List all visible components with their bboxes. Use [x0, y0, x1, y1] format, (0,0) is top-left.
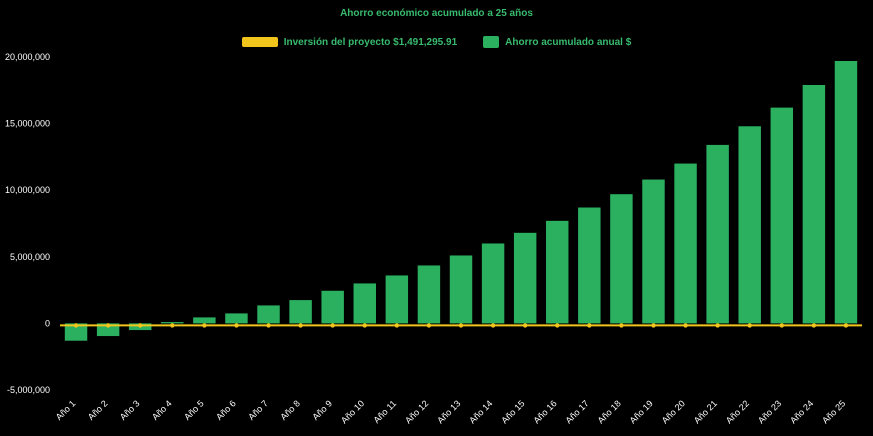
svg-text:Año 24: Año 24 — [788, 398, 815, 425]
svg-text:Año 3: Año 3 — [118, 398, 142, 422]
svg-text:20,000,000: 20,000,000 — [5, 52, 50, 62]
svg-text:Año 1: Año 1 — [54, 398, 78, 422]
chart-title: Ahorro económico acumulado a 25 años — [340, 8, 533, 19]
legend-item-investment[interactable]: Inversión del proyecto $1,491,295.91 — [241, 36, 458, 48]
svg-text:Año 19: Año 19 — [628, 398, 655, 425]
legend-label-savings: Ahorro acumulado anual $ — [505, 36, 632, 48]
svg-text:5,000,000: 5,000,000 — [10, 252, 50, 262]
svg-text:Año 10: Año 10 — [339, 398, 366, 425]
svg-text:Año 15: Año 15 — [499, 398, 526, 425]
svg-text:Año 22: Año 22 — [724, 398, 751, 425]
svg-text:Año 4: Año 4 — [150, 398, 174, 422]
legend-swatch-investment-icon — [241, 37, 278, 47]
svg-text:Año 6: Año 6 — [214, 398, 238, 422]
svg-text:-5,000,000: -5,000,000 — [7, 385, 50, 395]
legend-label-investment: Inversión del proyecto $1,491,295.91 — [283, 36, 458, 48]
legend-item-savings[interactable]: Ahorro acumulado anual $ — [483, 36, 631, 48]
svg-text:Año 7: Año 7 — [246, 398, 270, 422]
svg-text:Año 25: Año 25 — [820, 398, 847, 425]
svg-text:0: 0 — [45, 318, 50, 328]
legend-swatch-savings-icon — [483, 36, 500, 48]
svg-text:15,000,000: 15,000,000 — [5, 119, 50, 129]
svg-text:Año 14: Año 14 — [467, 398, 494, 425]
svg-text:Año 2: Año 2 — [86, 398, 110, 422]
svg-text:Año 20: Año 20 — [660, 398, 687, 425]
svg-text:Año 9: Año 9 — [310, 398, 334, 422]
svg-text:Año 21: Año 21 — [692, 398, 719, 425]
svg-text:Año 12: Año 12 — [403, 398, 430, 425]
svg-text:Año 8: Año 8 — [278, 398, 302, 422]
svg-text:Año 17: Año 17 — [563, 398, 590, 425]
svg-text:Año 23: Año 23 — [756, 398, 783, 425]
svg-text:Año 16: Año 16 — [531, 398, 558, 425]
svg-text:10,000,000: 10,000,000 — [5, 185, 50, 195]
svg-text:Año 11: Año 11 — [371, 398, 398, 425]
legend: Inversión del proyecto $1,491,295.91 Aho… — [0, 36, 873, 48]
svg-text:Año 13: Año 13 — [435, 398, 462, 425]
svg-text:Año 18: Año 18 — [596, 398, 623, 425]
svg-text:Año 5: Año 5 — [182, 398, 206, 422]
